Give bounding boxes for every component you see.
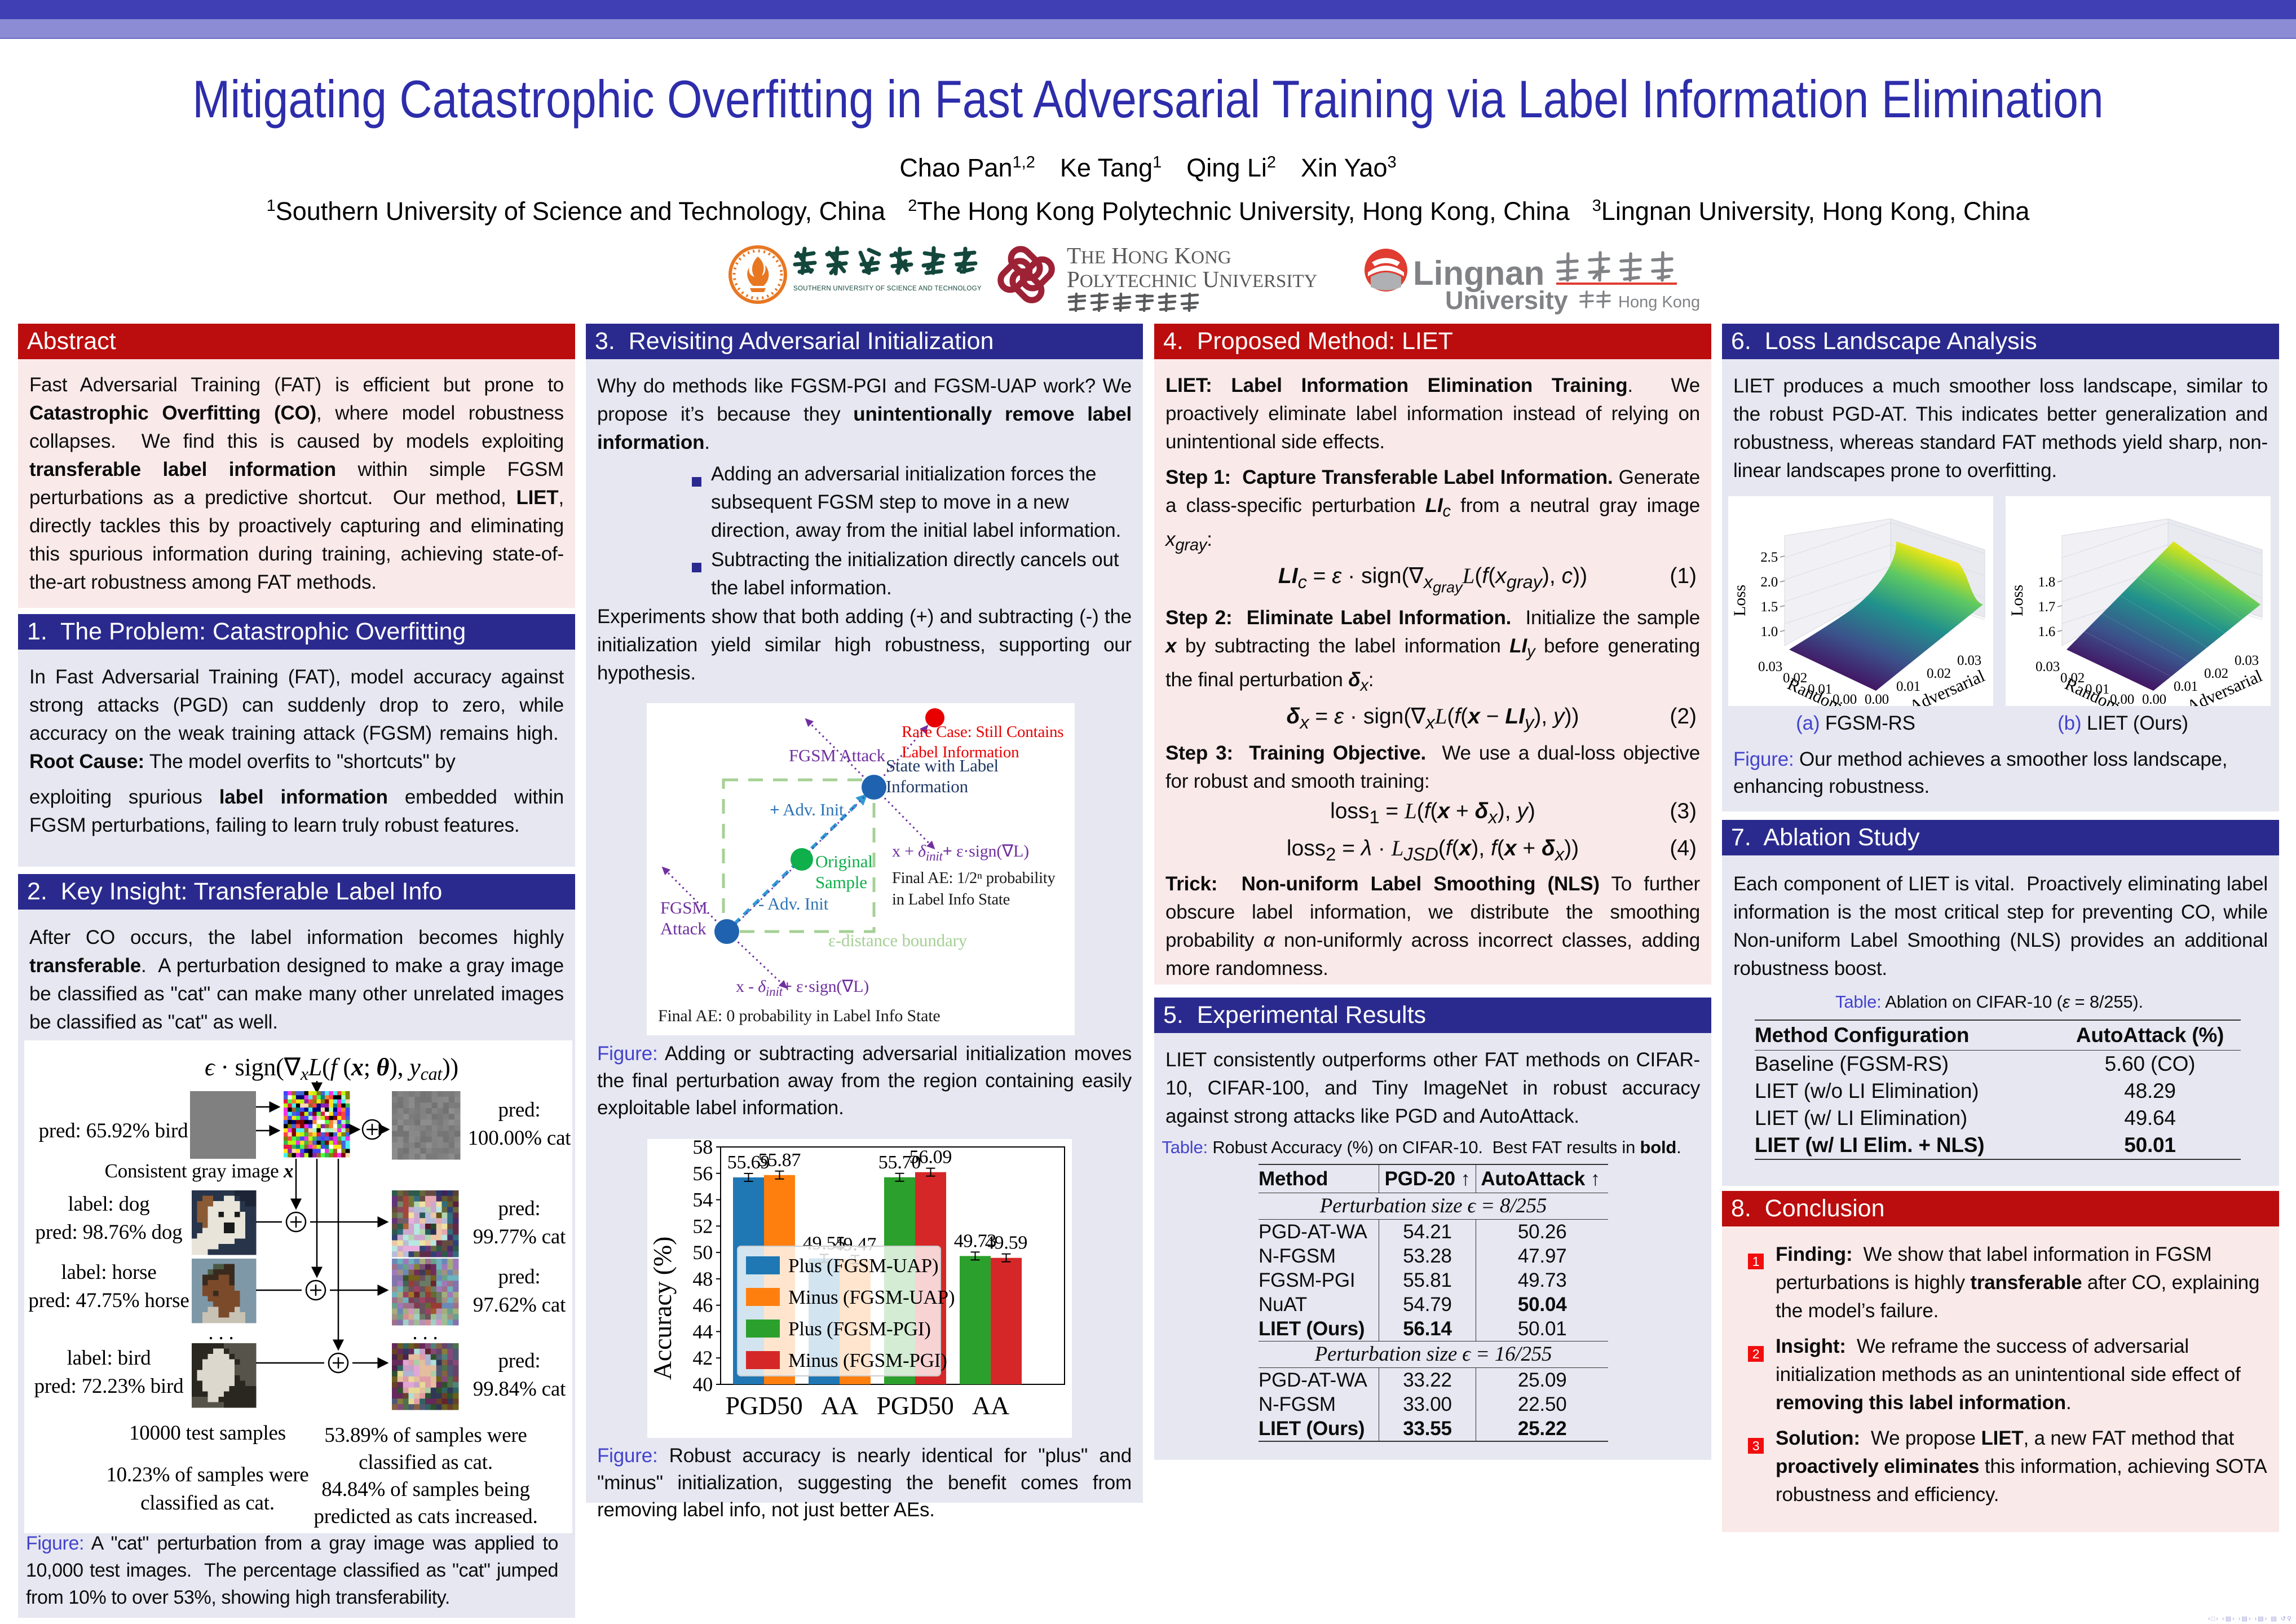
svg-text:Accuracy (%): Accuracy (%) xyxy=(648,1237,677,1380)
svg-text:Sample: Sample xyxy=(815,872,867,892)
svg-text:Attack: Attack xyxy=(660,919,707,938)
svg-text:1.0: 1.0 xyxy=(1760,624,1778,639)
svg-text:Rare Case: Still Contains: Rare Case: Still Contains xyxy=(902,723,1063,741)
svg-text:Final AE: 1/2ⁿ probability: Final AE: 1/2ⁿ probability xyxy=(892,870,1056,887)
svg-text:0.02: 0.02 xyxy=(2060,670,2085,686)
svg-text:55.69: 55.69 xyxy=(727,1152,770,1173)
svg-text:label: dog: label: dog xyxy=(68,1193,150,1216)
svg-text:0.03: 0.03 xyxy=(1758,659,1782,674)
svg-text:1.7: 1.7 xyxy=(2038,599,2055,615)
svg-text:x + δinit+ ε·sign(∇L): x + δinit+ ε·sign(∇L) xyxy=(892,842,1029,863)
svg-text:Minus (FGSM-PGI): Minus (FGSM-PGI) xyxy=(788,1349,947,1371)
svg-text:50: 50 xyxy=(692,1241,713,1264)
svg-text:predicted as cats increased.: predicted as cats increased. xyxy=(314,1505,537,1528)
svg-text:Label Information: Label Information xyxy=(902,743,1019,761)
svg-text:49.73: 49.73 xyxy=(954,1230,997,1251)
svg-text:84.84% of samples being: 84.84% of samples being xyxy=(321,1478,529,1501)
svg-text:pred: 98.76% dog: pred: 98.76% dog xyxy=(36,1221,183,1244)
svg-text:2.0: 2.0 xyxy=(1760,575,1778,590)
svg-text:pred: 72.23% bird: pred: 72.23% bird xyxy=(34,1375,184,1398)
svg-text:. . .: . . . xyxy=(208,1321,233,1344)
svg-text:University: University xyxy=(1445,286,1568,315)
svg-text:48: 48 xyxy=(692,1268,713,1290)
svg-text:44: 44 xyxy=(692,1320,713,1343)
svg-text:46: 46 xyxy=(692,1294,713,1317)
svg-text:0.03: 0.03 xyxy=(1957,653,1981,668)
svg-text:99.77% cat: 99.77% cat xyxy=(473,1225,566,1248)
svg-text:58: 58 xyxy=(692,1139,713,1158)
svg-text:Information: Information xyxy=(886,776,969,796)
svg-text:classified as cat.: classified as cat. xyxy=(359,1451,493,1474)
svg-text:97.62% cat: 97.62% cat xyxy=(473,1294,566,1317)
svg-text:1.6: 1.6 xyxy=(2038,624,2055,639)
svg-text:pred: 47.75% horse: pred: 47.75% horse xyxy=(28,1289,189,1312)
svg-text:Final AE: 0 probability in Lab: Final AE: 0 probability in Label Info St… xyxy=(658,1007,940,1025)
svg-text:0.01: 0.01 xyxy=(1808,682,1832,697)
svg-text:ε-distance boundary: ε-distance boundary xyxy=(828,930,968,950)
svg-text:100.00% cat: 100.00% cat xyxy=(468,1127,572,1150)
svg-text:. . .: . . . xyxy=(412,1321,438,1344)
svg-text:ϵ · sign(∇xL(f (x; θ), ycat)): ϵ · sign(∇xL(f (x; θ), ycat)) xyxy=(205,1053,458,1084)
svg-text:10.23% of samples were: 10.23% of samples were xyxy=(106,1463,308,1486)
svg-text:Original: Original xyxy=(815,851,873,871)
svg-text:40: 40 xyxy=(692,1373,713,1396)
svg-text:56.09: 56.09 xyxy=(909,1147,952,1168)
svg-text:0.00: 0.00 xyxy=(1833,692,1857,706)
svg-text:AA: AA xyxy=(821,1391,858,1420)
svg-text:42: 42 xyxy=(692,1347,713,1369)
svg-text:FGSM Attack: FGSM Attack xyxy=(789,745,886,765)
svg-text:0.00: 0.00 xyxy=(2110,692,2134,706)
svg-text:PGD50: PGD50 xyxy=(876,1391,953,1420)
svg-text:56: 56 xyxy=(692,1162,713,1185)
svg-text:99.84% cat: 99.84% cat xyxy=(473,1378,566,1401)
svg-text:53.89% of samples were: 53.89% of samples were xyxy=(324,1424,527,1447)
svg-text:0.03: 0.03 xyxy=(2235,653,2259,668)
svg-text:pred: 65.92% bird: pred: 65.92% bird xyxy=(39,1119,188,1142)
svg-text:in Label Info State: in Label Info State xyxy=(892,891,1010,908)
svg-text:pred:: pred: xyxy=(498,1098,540,1122)
svg-text:49.59: 49.59 xyxy=(985,1233,1028,1254)
svg-text:Loss: Loss xyxy=(2008,585,2026,616)
svg-text:pred:: pred: xyxy=(498,1197,540,1220)
svg-text:x - δinit+ ε·sign(∇L): x - δinit+ ε·sign(∇L) xyxy=(736,977,869,999)
svg-text:0.03: 0.03 xyxy=(2036,659,2060,674)
svg-text:PGD50: PGD50 xyxy=(725,1391,802,1420)
svg-text:State with Label: State with Label xyxy=(886,756,999,775)
svg-text:55.87: 55.87 xyxy=(758,1150,801,1171)
svg-text:1.8: 1.8 xyxy=(2038,575,2055,590)
svg-text:Hong Kong: Hong Kong xyxy=(1618,293,1700,311)
svg-text:SOUTHERN UNIVERSITY OF SCIENCE: SOUTHERN UNIVERSITY OF SCIENCE AND TECHN… xyxy=(793,285,982,292)
svg-text:Loss: Loss xyxy=(1730,585,1749,616)
svg-text:10000 test samples: 10000 test samples xyxy=(129,1422,286,1445)
svg-text:Lingnan: Lingnan xyxy=(1413,254,1544,292)
svg-text:+ Adv. Init: + Adv. Init xyxy=(770,800,844,819)
svg-text:0.00: 0.00 xyxy=(2142,692,2166,706)
svg-text:FGSM: FGSM xyxy=(660,898,708,917)
svg-text:0.01: 0.01 xyxy=(1896,679,1920,694)
svg-text:0.01: 0.01 xyxy=(2174,679,2198,694)
svg-text:0.01: 0.01 xyxy=(2085,682,2109,697)
svg-text:AA: AA xyxy=(972,1391,1009,1420)
svg-text:POLYTECHNIC UNIVERSITY: POLYTECHNIC UNIVERSITY xyxy=(1067,266,1317,292)
svg-text:55.70: 55.70 xyxy=(878,1152,921,1173)
svg-text:54: 54 xyxy=(692,1189,713,1211)
svg-text:classified as cat.: classified as cat. xyxy=(140,1491,275,1515)
svg-text:- Adv. Init: - Adv. Init xyxy=(758,894,829,914)
svg-text:1.5: 1.5 xyxy=(1760,599,1778,615)
svg-text:0.02: 0.02 xyxy=(1783,670,1807,686)
svg-text:Plus (FGSM-PGI): Plus (FGSM-PGI) xyxy=(788,1318,931,1340)
svg-text:label: bird: label: bird xyxy=(67,1347,152,1370)
svg-text:52: 52 xyxy=(692,1215,713,1237)
svg-text:Plus (FGSM-UAP): Plus (FGSM-UAP) xyxy=(788,1255,938,1277)
svg-text:Consistent gray image x: Consistent gray image x xyxy=(105,1160,294,1182)
svg-text:0.02: 0.02 xyxy=(2204,666,2228,681)
svg-text:Minus (FGSM-UAP): Minus (FGSM-UAP) xyxy=(788,1286,955,1308)
svg-text:0.02: 0.02 xyxy=(1927,666,1951,681)
svg-text:2.5: 2.5 xyxy=(1760,550,1778,565)
svg-text:label: horse: label: horse xyxy=(61,1261,156,1284)
svg-text:pred:: pred: xyxy=(498,1265,540,1288)
svg-text:pred:: pred: xyxy=(498,1349,540,1373)
svg-text:0.00: 0.00 xyxy=(1865,692,1889,706)
svg-text:THE HONG KONG: THE HONG KONG xyxy=(1067,242,1231,268)
